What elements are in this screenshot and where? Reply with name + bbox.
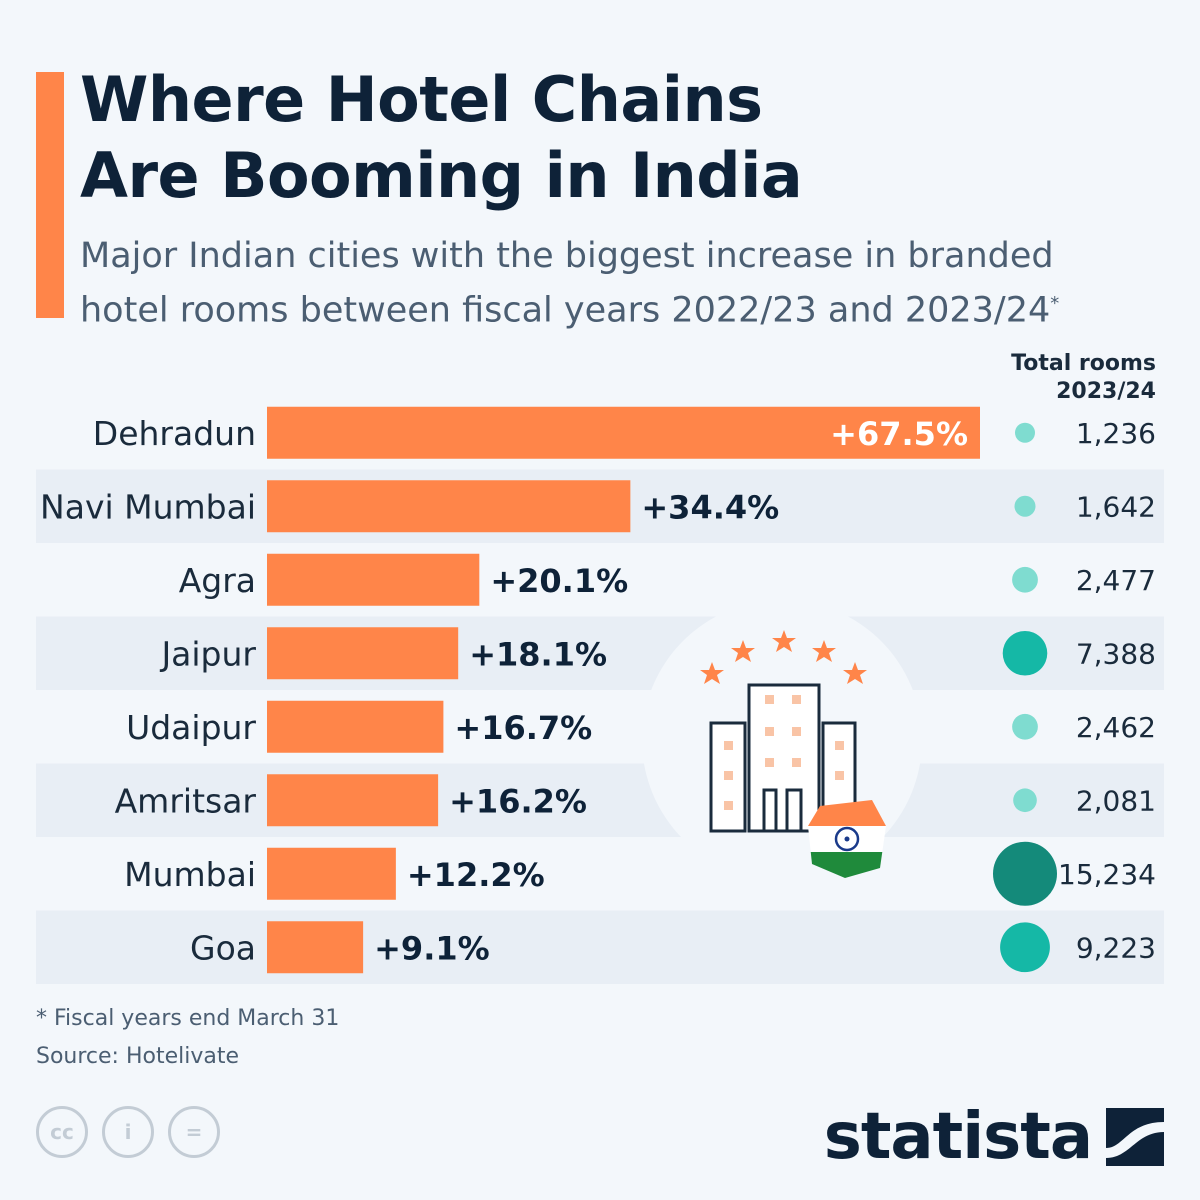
value-label: +18.1% — [469, 635, 607, 673]
total-rooms-header-line-1: Total rooms — [1011, 351, 1156, 376]
category-label: Navi Mumbai — [40, 487, 256, 526]
room-dot — [1002, 630, 1048, 676]
license-icons: cc i = — [36, 1106, 220, 1158]
subtitle-line-2: hotel rooms between fiscal years 2022/23… — [80, 290, 1051, 331]
star-icon — [700, 662, 724, 684]
value-label: +67.5% — [830, 415, 968, 453]
value-label: +12.2% — [407, 856, 545, 894]
room-label: 7,388 — [1076, 637, 1156, 670]
bar — [267, 774, 439, 827]
attribution-icon[interactable]: i — [102, 1106, 154, 1158]
category-label: Goa — [190, 928, 256, 967]
room-dot — [1013, 788, 1037, 813]
category-label: Amritsar — [115, 781, 257, 820]
subtitle: Major Indian cities with the biggest inc… — [80, 232, 1170, 335]
category-label: Agra — [179, 561, 256, 600]
value-label: +16.2% — [449, 782, 587, 820]
title-line-1: Where Hotel Chains — [80, 63, 763, 136]
bars — [267, 406, 980, 974]
star-icon — [731, 640, 755, 662]
category-label: Dehradun — [93, 414, 256, 453]
room-label: 1,642 — [1076, 490, 1156, 523]
room-label: 9,223 — [1076, 931, 1156, 964]
total-rooms-header: Total rooms 2023/24 — [1011, 350, 1156, 406]
room-label: 2,081 — [1076, 784, 1156, 817]
room-dot — [1000, 922, 1050, 973]
no-derivatives-icon[interactable]: = — [168, 1106, 220, 1158]
bar — [267, 847, 396, 900]
statista-mark-icon — [1106, 1108, 1164, 1166]
category-label: Udaipur — [126, 708, 256, 747]
room-dot — [1015, 422, 1035, 443]
star-icon — [843, 662, 867, 684]
row-band — [36, 910, 1164, 984]
room-dot — [1014, 495, 1036, 517]
room-dot — [993, 841, 1057, 906]
value-label: +9.1% — [374, 929, 490, 967]
title-line-2: Are Booming in India — [80, 139, 803, 212]
bar — [267, 406, 980, 459]
room-labels: 1,236 1,642 2,477 7,388 2,462 2,081 15,234 9,22… — [1058, 417, 1156, 965]
value-label: +16.7% — [454, 709, 592, 747]
bar — [267, 921, 364, 974]
value-labels: +67.5% +34.4% +20.1% +18.1% +16.7% +16.2% +12.… — [374, 415, 968, 968]
fiscal-year-note: * Fiscal years end March 31 — [36, 1006, 340, 1031]
statista-wordmark: statista — [823, 1100, 1093, 1174]
page-title: Where Hotel Chains Are Booming in India — [80, 62, 1160, 214]
india-flag-icon — [808, 800, 886, 878]
source-note: Source: Hotelivate — [36, 1044, 240, 1069]
room-label: 2,462 — [1076, 711, 1156, 744]
bar — [267, 700, 444, 753]
room-dots — [993, 422, 1057, 973]
subtitle-footnote-mark: * — [1050, 293, 1060, 314]
subtitle-line-1: Major Indian cities with the biggest inc… — [80, 236, 1054, 276]
row-band — [36, 616, 1164, 690]
room-label: 2,477 — [1076, 564, 1156, 597]
bar — [267, 553, 480, 606]
room-label: 1,236 — [1076, 417, 1156, 450]
category-label: Jaipur — [159, 634, 256, 673]
room-label: 15,234 — [1058, 858, 1156, 891]
value-label: +20.1% — [490, 562, 628, 600]
building-windows — [724, 695, 844, 810]
bar-chart: Dehradun Navi Mumbai Agra Jaipur Udaipur Amri… — [36, 406, 1164, 984]
row-band — [36, 763, 1164, 837]
room-dot — [1012, 566, 1038, 593]
accent-bar — [36, 72, 64, 318]
room-dot — [1012, 713, 1038, 740]
star-icon — [812, 640, 836, 662]
bar — [267, 627, 459, 680]
bar — [267, 480, 631, 533]
category-label: Mumbai — [124, 855, 256, 894]
hotel-illustration — [642, 600, 922, 880]
statista-logo[interactable]: statista — [824, 1102, 1164, 1172]
creative-commons-icon[interactable]: cc — [36, 1106, 88, 1158]
star-icon — [772, 630, 796, 652]
value-label: +34.4% — [641, 488, 779, 526]
footnote-block: * Fiscal years end March 31 Source: Hote… — [36, 1000, 339, 1076]
star-icons — [700, 630, 867, 684]
total-rooms-header-line-2: 2023/24 — [1056, 379, 1156, 404]
category-labels: Dehradun Navi Mumbai Agra Jaipur Udaipur Amri… — [40, 414, 256, 968]
